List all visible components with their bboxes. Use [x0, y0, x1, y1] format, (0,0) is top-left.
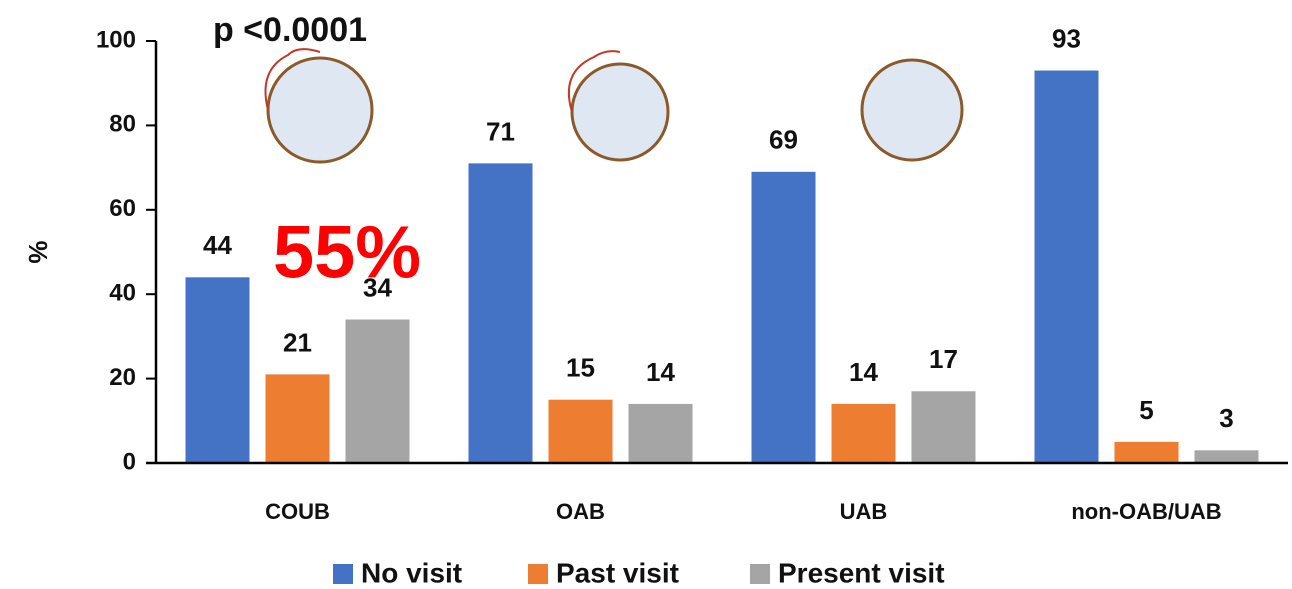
value-label: 34: [363, 272, 392, 302]
bar: [468, 163, 533, 463]
bar: [1114, 441, 1179, 463]
legend-swatch: [750, 564, 770, 584]
y-tick-label: 80: [109, 111, 136, 138]
y-tick-label: 60: [109, 195, 136, 222]
y-tick-label: 100: [96, 26, 136, 53]
value-label: 5: [1139, 395, 1153, 425]
y-tick-label: 0: [123, 448, 136, 475]
y-axis-label: %: [23, 240, 53, 263]
bar: [751, 171, 816, 463]
value-label: 21: [283, 327, 312, 357]
y-tick-label: 20: [109, 364, 136, 391]
bladder-icon: [264, 48, 964, 164]
bar: [911, 391, 976, 463]
value-label: 69: [769, 125, 798, 155]
bar: [345, 319, 410, 463]
value-label: 14: [849, 357, 878, 387]
p-value: p <0.0001: [213, 11, 367, 49]
value-label: 44: [203, 230, 232, 260]
bar: [265, 374, 330, 463]
percent-annotation: 55%: [273, 211, 421, 294]
legend-swatch: [528, 564, 548, 584]
bar: [628, 403, 693, 463]
value-label: 93: [1052, 23, 1081, 53]
legend-label: No visit: [361, 557, 462, 588]
legend-label: Past visit: [556, 557, 679, 588]
bar: [1034, 70, 1099, 463]
value-label: 14: [646, 357, 675, 387]
bar: [831, 403, 896, 463]
bar: [548, 399, 613, 463]
x-tick-label: COUB: [265, 499, 330, 524]
bar: [185, 277, 250, 463]
x-tick-label: non-OAB/UAB: [1071, 499, 1221, 524]
x-tick-label: OAB: [556, 499, 605, 524]
legend-swatch: [333, 564, 353, 584]
legend-label: Present visit: [778, 557, 945, 588]
x-tick-label: UAB: [840, 499, 888, 524]
value-label: 17: [929, 344, 958, 374]
value-label: 71: [486, 116, 515, 146]
value-label: 3: [1219, 403, 1233, 433]
y-tick-label: 40: [109, 280, 136, 307]
bar: [1194, 450, 1259, 463]
value-label: 15: [566, 353, 595, 383]
